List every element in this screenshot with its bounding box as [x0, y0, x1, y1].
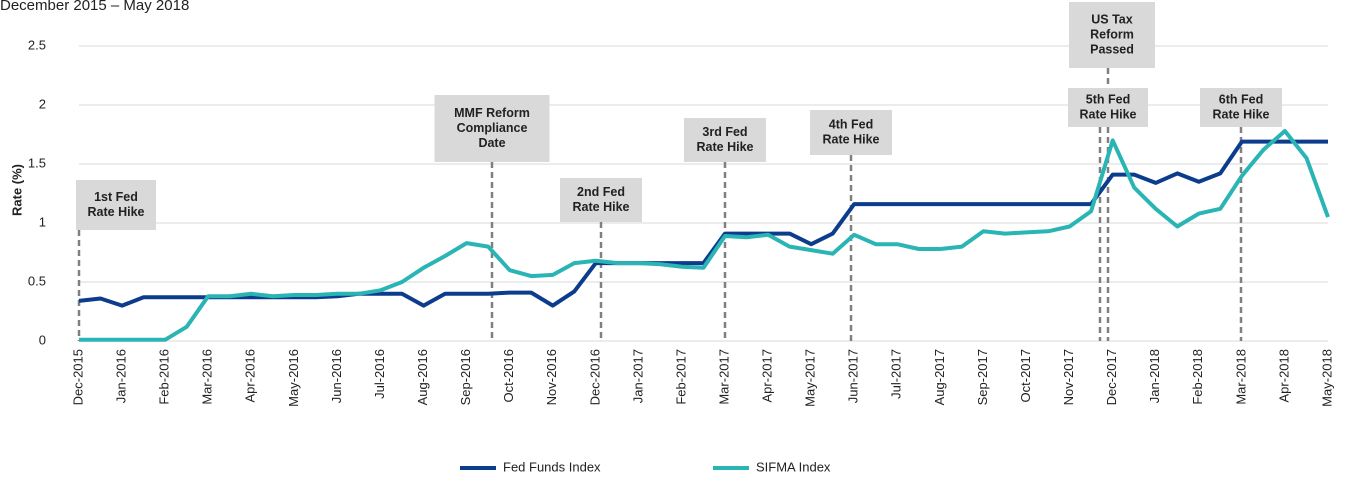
x-tick-label: Nov-2016: [544, 349, 559, 405]
x-tick-label: Dec-2017: [1104, 349, 1119, 405]
chart-subtitle: December 2015 – May 2018: [0, 0, 189, 14]
series-line: [78, 139, 1328, 308]
x-tick-label: Oct-2017: [1018, 349, 1033, 402]
x-tick-label: Mar-2018: [1233, 349, 1248, 405]
x-tick-label: May-2016: [286, 349, 301, 407]
y-tick-label: 1: [39, 214, 46, 229]
series-line: [79, 129, 1330, 342]
annotation-text: Rate Hike: [88, 205, 145, 219]
annotation-box: [684, 118, 766, 162]
annotation-text: MMF Reform: [454, 106, 530, 120]
y-tick-label: 1.5: [28, 155, 46, 170]
x-tick-label: Dec-2015: [70, 349, 85, 405]
x-tick-label: Jan-2017: [630, 349, 645, 403]
annotation-box: [1068, 88, 1148, 127]
annotation-box: [560, 178, 642, 222]
annotation-text: 1st Fed: [94, 190, 138, 204]
x-tick-label: May-2017: [803, 349, 818, 407]
annotation-text: 2nd Fed: [577, 185, 625, 199]
annotation-text: Rate Hike: [1213, 107, 1270, 121]
legend-label: SIFMA Index: [756, 459, 831, 474]
annotation-text: Date: [478, 136, 505, 150]
annotation-box: [1200, 88, 1282, 127]
x-tick-label: Mar-2016: [200, 349, 215, 405]
annotation-text: 5th Fed: [1086, 92, 1130, 106]
annotation-box: [76, 180, 156, 230]
x-tick-label: May-2018: [1319, 349, 1334, 407]
annotation-text: 3rd Fed: [702, 125, 747, 139]
x-tick-label: Jul-2017: [889, 349, 904, 399]
annotation-text: Compliance: [457, 121, 528, 135]
x-tick-label: Feb-2016: [157, 349, 172, 405]
x-tick-label: Aug-2017: [932, 349, 947, 405]
x-tick-label: Apr-2017: [760, 349, 775, 402]
annotation-text: Rate Hike: [573, 200, 630, 214]
y-axis-label: Rate (%): [9, 164, 24, 216]
x-tick-label: Jan-2018: [1147, 349, 1162, 403]
x-tick-label: Jan-2016: [114, 349, 129, 403]
y-tick-label: 2.5: [28, 37, 46, 52]
x-tick-label: Feb-2018: [1190, 349, 1205, 405]
legend-label: Fed Funds Index: [503, 459, 601, 474]
x-tick-label: Mar-2017: [716, 349, 731, 405]
annotation-text: 6th Fed: [1219, 92, 1263, 106]
x-tick-label: Sep-2016: [458, 349, 473, 405]
annotation-text: Rate Hike: [1080, 107, 1137, 121]
annotation-text: US Tax: [1091, 12, 1132, 26]
y-tick-label: 0.5: [28, 273, 46, 288]
annotation-text: Rate Hike: [823, 132, 880, 146]
annotation-text: Reform: [1090, 27, 1134, 41]
x-tick-label: Sep-2017: [975, 349, 990, 405]
annotation-text: 4th Fed: [829, 117, 873, 131]
annotation-text: Rate Hike: [697, 140, 754, 154]
x-tick-label: Jun-2016: [329, 349, 344, 403]
x-tick-label: Jul-2016: [372, 349, 387, 399]
y-tick-label: 0: [39, 332, 46, 347]
x-tick-label: Jun-2017: [846, 349, 861, 403]
y-tick-label: 2: [39, 96, 46, 111]
x-tick-label: Aug-2016: [415, 349, 430, 405]
x-tick-label: Nov-2017: [1061, 349, 1076, 405]
annotation-box: [434, 95, 550, 162]
x-tick-label: Dec-2016: [587, 349, 602, 405]
x-tick-label: Feb-2017: [673, 349, 688, 405]
x-tick-label: Apr-2016: [243, 349, 258, 402]
x-tick-label: Apr-2018: [1276, 349, 1291, 402]
annotation-text: Passed: [1090, 42, 1134, 56]
annotation-box: [810, 110, 892, 155]
annotation-box: [1069, 2, 1155, 68]
x-tick-label: Oct-2016: [501, 349, 516, 402]
